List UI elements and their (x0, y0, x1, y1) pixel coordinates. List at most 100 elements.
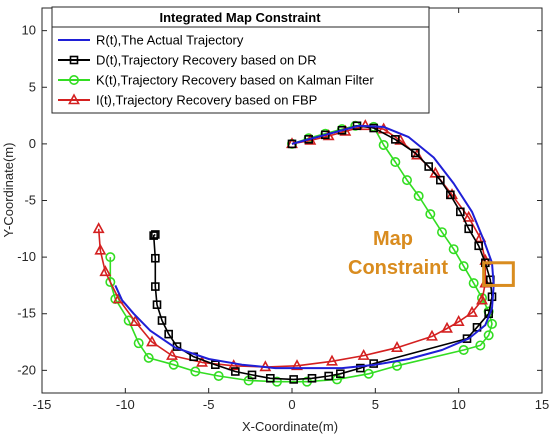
data-point (436, 227, 447, 238)
data-point (357, 348, 370, 360)
legend-entry: K(t),Trajectory Recovery based on Kalman… (58, 73, 374, 88)
y-tick-label: -5 (24, 193, 36, 208)
annotation-line-2: Constraint (348, 257, 448, 279)
data-point (458, 344, 469, 355)
annotation-line-1: Map (373, 228, 413, 250)
chart-title: Integrated Map Constraint (159, 10, 321, 25)
data-point (436, 175, 445, 185)
data-point (468, 278, 479, 289)
legend-label: D(t),Trajectory Recovery based on DR (96, 53, 317, 68)
data-point (448, 244, 459, 255)
data-point (413, 190, 424, 201)
data-point (99, 265, 112, 277)
x-tick-label: 0 (288, 397, 295, 412)
data-point (476, 293, 488, 305)
data-point (458, 261, 469, 272)
legend-entry: D(t),Trajectory Recovery based on DR (58, 53, 317, 68)
x-tick-label: -10 (116, 397, 135, 412)
data-point (213, 371, 224, 382)
legend-label: I(t),Trajectory Recovery based on FBP (96, 93, 317, 108)
data-point (157, 316, 167, 325)
data-point (129, 314, 142, 326)
data-point (391, 341, 403, 353)
data-point (196, 355, 208, 367)
legend-entry: I(t),Trajectory Recovery based on FBP (58, 93, 317, 108)
data-point (466, 305, 478, 317)
data-point (426, 329, 438, 341)
data-point (166, 348, 178, 360)
data-point (227, 359, 240, 371)
x-tick-label: -15 (33, 397, 52, 412)
legend-label: R(t),The Actual Trajectory (96, 33, 244, 48)
data-point (424, 162, 433, 171)
data-point (146, 335, 158, 347)
x-tick-label: -5 (203, 397, 215, 412)
y-tick-label: -15 (17, 306, 36, 321)
data-point (151, 253, 160, 263)
x-tick-label: 5 (372, 397, 379, 412)
data-point (474, 241, 483, 251)
data-point (164, 329, 173, 339)
data-point (190, 366, 201, 377)
legend-swatch-marker (68, 93, 80, 105)
data-point (92, 222, 105, 234)
data-point (149, 231, 158, 240)
data-point (105, 277, 116, 288)
y-tick-label: -10 (17, 249, 36, 264)
legend-entry: R(t),The Actual Trajectory (58, 33, 244, 48)
series-0 (114, 124, 495, 370)
data-point (475, 340, 486, 351)
data-point (151, 282, 160, 291)
data-point (452, 314, 465, 326)
data-point (390, 157, 401, 168)
data-point (441, 321, 453, 333)
data-point (326, 354, 338, 366)
data-point (151, 230, 160, 239)
data-point (456, 207, 465, 217)
y-tick-label: -20 (17, 362, 36, 377)
x-tick-label: 10 (451, 397, 465, 412)
data-point (105, 252, 116, 263)
data-point (289, 375, 298, 384)
legend-box (51, 26, 430, 114)
data-point (425, 209, 436, 220)
data-point (401, 175, 412, 186)
legend-label: K(t),Trajectory Recovery based on Kalman… (96, 73, 374, 88)
series-line (114, 124, 495, 370)
data-point (133, 338, 144, 349)
data-point (462, 334, 472, 343)
data-point (464, 224, 473, 234)
y-tick-label: 5 (29, 79, 36, 94)
data-point (336, 369, 345, 379)
y-tick-label: 10 (22, 23, 36, 38)
map-constraint-box (482, 261, 515, 287)
x-axis-label: X-Coordinate(m) (242, 419, 338, 434)
data-point (483, 330, 494, 341)
y-tick-label: 0 (29, 136, 36, 151)
data-point (391, 135, 400, 144)
data-point (168, 359, 179, 370)
data-point (411, 148, 420, 158)
data-point (486, 318, 497, 329)
data-point (247, 370, 257, 380)
data-point (394, 133, 407, 145)
legend-swatch-marker (69, 75, 80, 86)
data-point (369, 123, 378, 133)
y-axis-label: Y-Coordinate(m) (1, 143, 16, 238)
data-point (94, 243, 107, 255)
legend-swatch-marker (69, 55, 79, 65)
data-point (211, 360, 220, 369)
data-point (307, 373, 317, 383)
data-point (143, 352, 154, 363)
x-tick-label: 15 (535, 397, 549, 412)
data-point (446, 190, 455, 200)
data-point (324, 371, 333, 381)
data-point (231, 367, 240, 376)
data-point (152, 300, 162, 309)
data-point (356, 363, 365, 373)
data-point (363, 368, 374, 379)
title-box (51, 6, 430, 28)
data-point (378, 140, 389, 151)
data-point (291, 359, 303, 371)
